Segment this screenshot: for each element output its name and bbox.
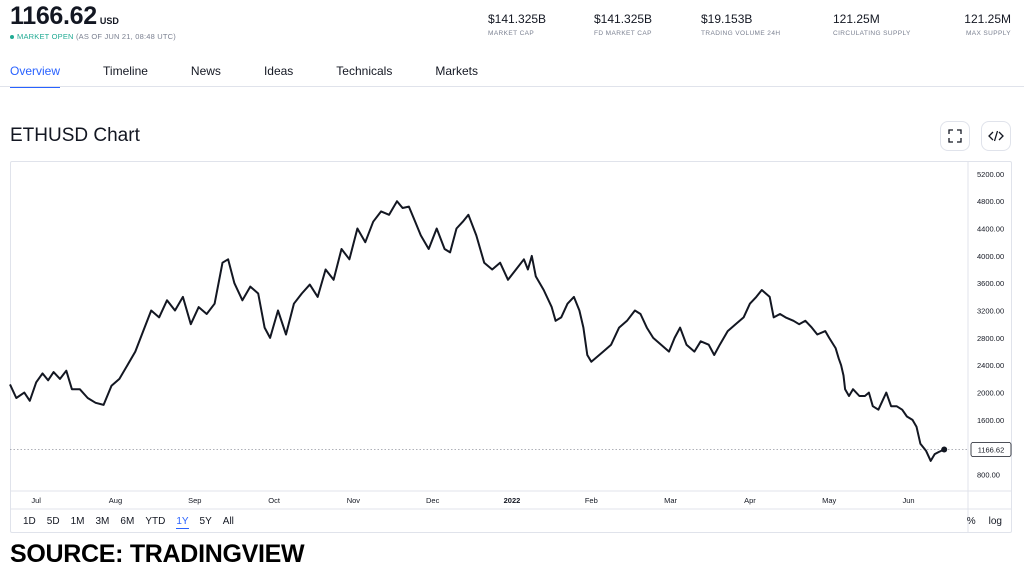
- price-chart[interactable]: 800.001200.001600.002000.002400.002800.0…: [9, 161, 1012, 533]
- x-tick-label: Feb: [585, 496, 598, 505]
- tabs-divider: [0, 86, 1024, 87]
- as-of-timestamp: (AS OF JUN 21, 08:48 UTC): [75, 32, 176, 41]
- stat-fd-market-cap: $141.325B FD MARKET CAP: [594, 12, 652, 37]
- stat-value: $141.325B: [594, 12, 653, 26]
- y-tick-label: 4000.00: [977, 252, 1004, 261]
- y-tick-label: 2400.00: [977, 361, 1004, 370]
- y-tick-label: 3600.00: [977, 279, 1004, 288]
- stat-max-supply: 121.25M MAX SUPPLY: [964, 12, 1011, 37]
- x-tick-label: Jul: [31, 496, 41, 505]
- market-open-dot-icon: [10, 35, 14, 40]
- stat-trading-volume: $19.153B TRADING VOLUME 24H: [701, 12, 780, 37]
- x-tick-label: Mar: [664, 496, 677, 505]
- x-tick-label: Jun: [902, 496, 914, 505]
- x-tick-label: Apr: [744, 496, 756, 505]
- chart-frame: [10, 161, 1012, 533]
- range-button-1m[interactable]: 1M: [70, 516, 85, 527]
- x-tick-label: May: [822, 496, 836, 505]
- stat-market-cap: $141.325B MARKET CAP: [488, 12, 546, 37]
- last-price-label: 1166.62: [978, 446, 1005, 455]
- x-tick-label: Dec: [426, 496, 440, 505]
- x-tick-label: 2022: [504, 496, 521, 505]
- stat-value: 121.25M: [833, 12, 880, 26]
- stat-value: $19.153B: [701, 12, 753, 26]
- stat-value: 121.25M: [964, 12, 1011, 26]
- x-tick-label: Aug: [109, 496, 122, 505]
- tab-news[interactable]: News: [190, 64, 221, 78]
- scale-options: % log: [954, 516, 1002, 527]
- y-tick-label: 4400.00: [977, 225, 1004, 234]
- y-tick-label: 4800.00: [977, 197, 1004, 206]
- tab-ideas[interactable]: Ideas: [263, 64, 294, 78]
- range-button-ytd[interactable]: YTD: [145, 516, 166, 527]
- y-tick-label: 1600.00: [977, 416, 1004, 425]
- range-button-1y[interactable]: 1Y: [176, 516, 189, 529]
- range-button-3m[interactable]: 3M: [95, 516, 110, 527]
- range-button-5d[interactable]: 5D: [46, 516, 60, 527]
- price-row: 1166.62 USD: [10, 2, 176, 31]
- range-button-5y[interactable]: 5Y: [199, 516, 212, 527]
- stat-label: FD MARKET CAP: [594, 30, 652, 37]
- x-tick-label: Oct: [268, 496, 281, 505]
- range-button-1d[interactable]: 1D: [23, 516, 36, 527]
- tab-overview[interactable]: Overview: [10, 63, 61, 88]
- x-tick-label: Nov: [347, 496, 361, 505]
- fullscreen-icon: [948, 129, 962, 143]
- x-tick-label: Sep: [188, 496, 201, 505]
- stat-label: MAX SUPPLY: [965, 30, 1011, 37]
- stats-bar: $141.325B MARKET CAP $141.325B FD MARKET…: [488, 12, 1011, 42]
- y-tick-label: 2000.00: [977, 389, 1004, 398]
- y-tick-label: 2800.00: [977, 334, 1004, 343]
- percent-scale-toggle[interactable]: %: [966, 516, 976, 527]
- tab-timeline[interactable]: Timeline: [103, 64, 148, 78]
- price-block: 1166.62 USD MARKET OPEN (AS OF JUN 21, 0…: [10, 2, 176, 41]
- chart-title: ETHUSD Chart: [10, 125, 140, 146]
- fullscreen-button[interactable]: [940, 121, 970, 151]
- log-scale-toggle[interactable]: log: [988, 516, 1002, 527]
- stat-circulating-supply: 121.25M CIRCULATING SUPPLY: [833, 12, 911, 37]
- range-button-all[interactable]: All: [222, 516, 234, 527]
- code-embed-icon: [988, 130, 1004, 142]
- tab-technicals[interactable]: Technicals: [336, 64, 393, 78]
- stat-label: MARKET CAP: [488, 30, 535, 37]
- range-button-6m[interactable]: 6M: [120, 516, 135, 527]
- range-selector: 1D 5D 1M 3M 6M YTD 1Y 5Y All: [23, 516, 245, 529]
- current-price: 1166.62: [10, 2, 97, 30]
- stat-label: CIRCULATING SUPPLY: [833, 30, 911, 37]
- market-status: MARKET OPEN: [17, 32, 74, 41]
- last-price-marker: [941, 446, 948, 453]
- currency-label: USD: [99, 16, 119, 26]
- stat-value: $141.325B: [488, 12, 547, 26]
- y-tick-label: 5200.00: [977, 170, 1004, 179]
- stat-label: TRADING VOLUME 24H: [701, 30, 781, 37]
- embed-button[interactable]: [981, 121, 1011, 151]
- market-status-row: MARKET OPEN (AS OF JUN 21, 08:48 UTC): [10, 32, 176, 41]
- price-series-line: [9, 200, 945, 462]
- source-caption: SOURCE: TRADINGVIEW: [10, 540, 305, 568]
- y-tick-label: 800.00: [977, 471, 1000, 480]
- section-tabs: Overview Timeline News Ideas Technicals …: [10, 63, 1024, 88]
- y-tick-label: 3200.00: [977, 307, 1004, 316]
- tab-markets[interactable]: Markets: [435, 64, 479, 78]
- last-price-label-box: [970, 442, 1012, 457]
